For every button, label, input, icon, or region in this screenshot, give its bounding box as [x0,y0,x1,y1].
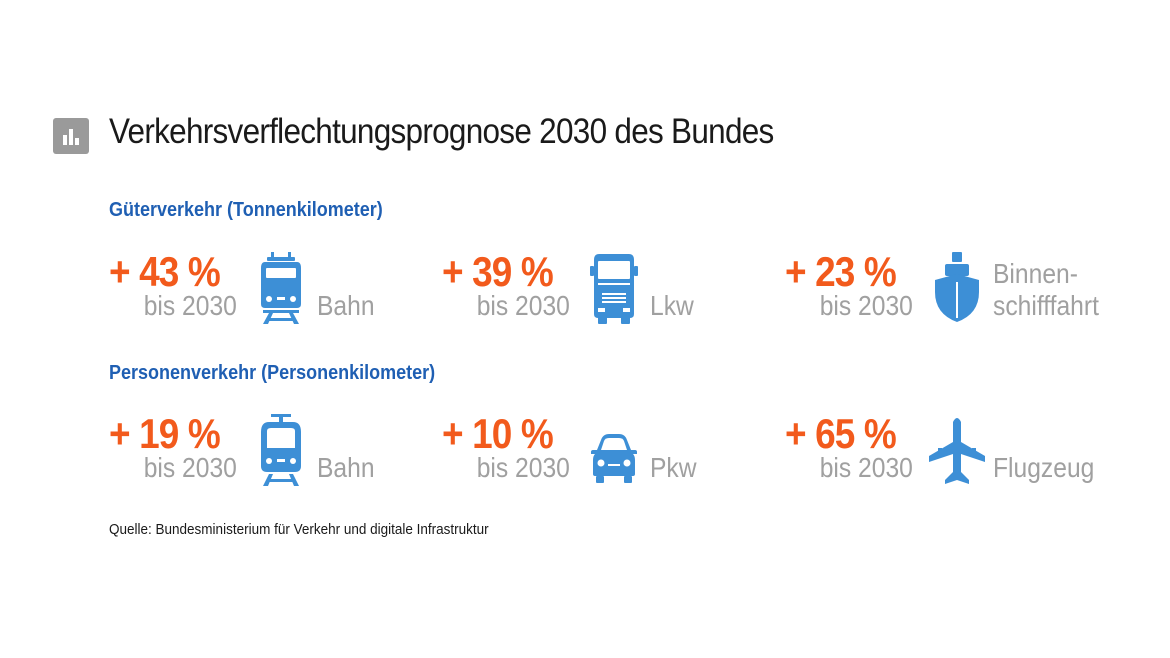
mode-label: Pkw [650,452,697,483]
percent-subtitle: bis 2030 [476,290,570,321]
bar-chart-icon [53,118,89,154]
percent-value: + 39 % [442,248,554,295]
car-icon [591,434,637,483]
airplane-icon [929,418,985,484]
section-heading-freight: Güterverkehr (Tonnenkilometer) [109,199,383,221]
page-title: Verkehrsverflechtungsprognose 2030 des B… [109,112,774,151]
percent-value: + 10 % [442,410,554,457]
percent-value: + 43 % [109,248,221,295]
mode-label: Lkw [650,290,694,321]
stat-item-freight-rail: + 43 % bis 2030 Bahn [109,250,439,330]
mode-label-line2: schifffahrt [993,290,1099,321]
percent-value: + 65 % [785,410,897,457]
mode-label: Flugzeug [993,452,1095,483]
mode-label: Bahn [317,290,375,321]
ship-icon [935,252,979,322]
stat-item-car: + 10 % bis 2030 Pkw [442,412,772,492]
percent-subtitle: bis 2030 [476,452,570,483]
stat-item-airplane: + 65 % bis 2030 Flugzeug [785,412,1115,492]
source-note: Quelle: Bundesministerium für Verkehr un… [109,521,489,538]
percent-value: + 19 % [109,410,221,457]
percent-subtitle: bis 2030 [143,290,237,321]
percent-subtitle: bis 2030 [819,452,913,483]
mode-label: Binnen- schifffahrt [993,258,1099,322]
mode-label: Bahn [317,452,375,483]
percent-subtitle: bis 2030 [819,290,913,321]
passenger-train-icon [261,414,301,486]
stat-item-truck: + 39 % bis 2030 Lkw [442,250,772,330]
percent-subtitle: bis 2030 [143,452,237,483]
truck-icon [590,254,638,324]
percent-value: + 23 % [785,248,897,295]
section-heading-passenger: Personenverkehr (Personenkilometer) [109,362,436,384]
stat-item-inland-shipping: + 23 % bis 2030 Binnen- schifffahrt [785,250,1115,330]
stat-item-passenger-rail: + 19 % bis 2030 Bahn [109,412,439,492]
mode-label-line1: Binnen- [993,258,1078,289]
freight-train-icon [261,252,301,324]
